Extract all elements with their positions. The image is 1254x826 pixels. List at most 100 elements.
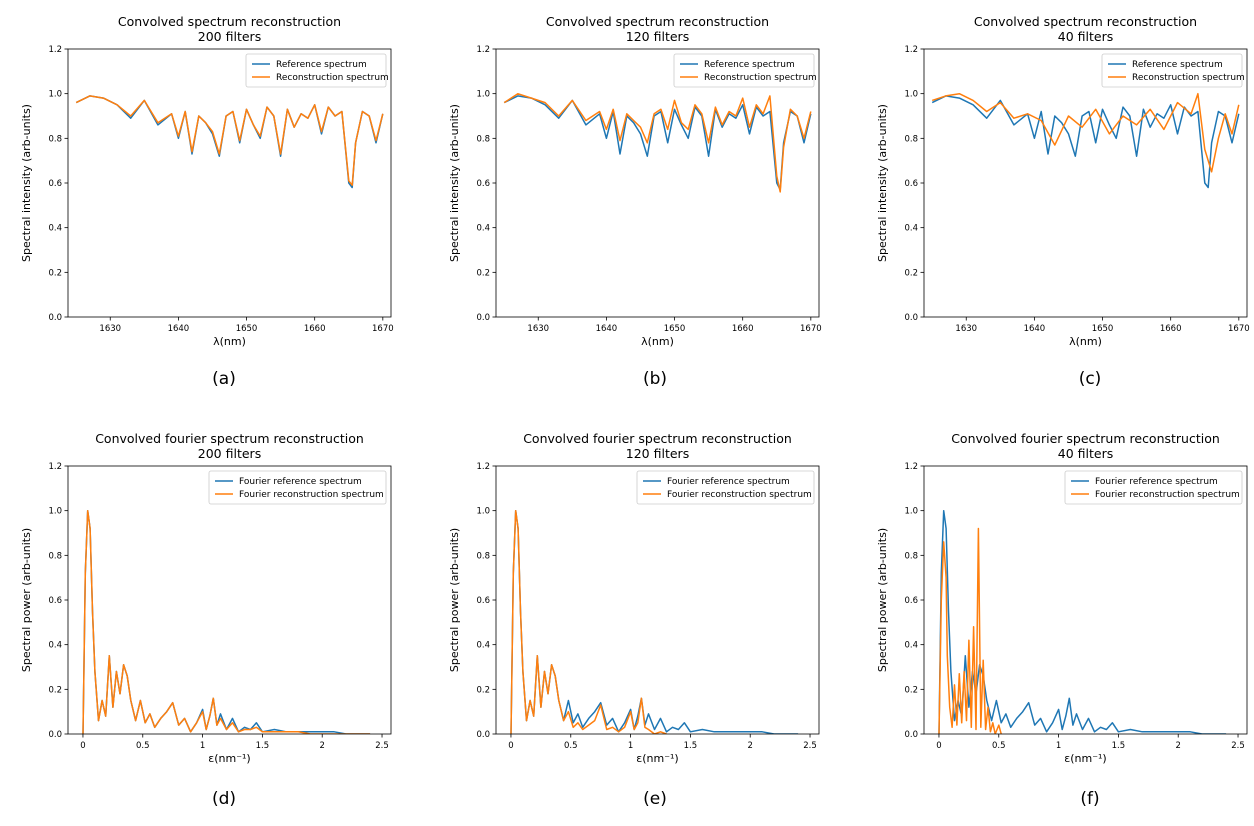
y-tick-label: 0.2 [904, 685, 918, 695]
x-tick-label: 2 [748, 741, 753, 751]
legend: Fourier reference spectrum Fourier recons… [208, 470, 387, 505]
x-tick-label: 1630 [955, 324, 977, 334]
y-tick-label: 0.8 [48, 134, 62, 144]
legend-entry-label: Fourier reconstruction spectrum [1095, 490, 1240, 500]
x-tick-label: 2.5 [375, 741, 389, 751]
x-tick-label: 1.5 [684, 741, 698, 751]
x-axis-label: λ(nm) [1069, 335, 1102, 348]
chart-title: Convolved fourier spectrum reconstructio… [95, 431, 364, 446]
x-tick-label: 2.5 [803, 741, 817, 751]
y-tick-label: 0.4 [476, 641, 490, 651]
panel-caption: (e) [643, 789, 667, 809]
y-tick-label: 1.0 [48, 507, 62, 517]
x-axis-label: ε(nm⁻¹) [208, 752, 250, 765]
plot-frame [495, 465, 820, 735]
y-axis-label: Spectral power (arb-units) [876, 528, 889, 672]
legend-entry-label: Fourier reference spectrum [667, 477, 790, 487]
y-tick-label: 0.0 [48, 730, 62, 740]
legend: Fourier reference spectrum Fourier recons… [636, 470, 815, 505]
series-line-reference [510, 509, 799, 734]
x-tick-label: 0 [80, 741, 85, 751]
y-tick-label: 0.4 [48, 641, 62, 651]
legend-entry-label: Reconstruction spectrum [704, 73, 817, 83]
x-tick-label: 1650 [236, 324, 258, 334]
plot-frame [495, 48, 820, 318]
y-tick-label: 0.6 [48, 596, 62, 606]
legend-entry-label: Reconstruction spectrum [276, 73, 389, 83]
y-tick-label: 1.0 [48, 90, 62, 100]
legend-box [1064, 470, 1243, 505]
series-line-reference [82, 509, 371, 734]
chart-subtitle: 120 filters [626, 29, 689, 44]
x-tick-label: 1.5 [256, 741, 270, 751]
series-line-reference [503, 95, 812, 191]
series-line-reconstruction [510, 509, 667, 734]
chart-title: Convolved spectrum reconstruction [118, 14, 341, 29]
y-tick-label: 0.4 [904, 641, 918, 651]
x-tick-label: 1670 [1228, 324, 1250, 334]
y-tick-label: 1.2 [904, 45, 918, 55]
series-line-reference [931, 95, 1240, 189]
y-axis-label: Spectral power (arb-units) [20, 528, 33, 672]
y-tick-label: 0.0 [48, 313, 62, 323]
y-tick-label: 0.6 [48, 179, 62, 189]
chart-title: Convolved fourier spectrum reconstructio… [951, 431, 1220, 446]
y-tick-label: 0.4 [48, 224, 62, 234]
plot-frame [923, 48, 1248, 318]
y-tick-label: 0.8 [476, 551, 490, 561]
x-tick-label: 2.5 [1231, 741, 1245, 751]
legend-entry-label: Reference spectrum [276, 60, 367, 70]
y-axis-label: Spectral intensity (arb-units) [448, 104, 461, 262]
y-tick-label: 0.2 [48, 685, 62, 695]
x-tick-label: 1650 [1092, 324, 1114, 334]
legend-box [245, 53, 387, 88]
legend: Reference spectrum Reconstruction spectru… [1101, 53, 1245, 88]
y-tick-label: 0.0 [476, 313, 490, 323]
x-tick-label: 2 [320, 741, 325, 751]
x-tick-label: 0.5 [136, 741, 150, 751]
y-tick-label: 0.2 [476, 685, 490, 695]
x-tick-label: 1 [1056, 741, 1061, 751]
y-tick-label: 0.4 [476, 224, 490, 234]
y-tick-label: 0.2 [904, 268, 918, 278]
y-tick-label: 0.2 [48, 268, 62, 278]
x-tick-label: 1640 [596, 324, 618, 334]
plot-frame [67, 465, 392, 735]
x-tick-label: 1630 [527, 324, 549, 334]
chart-panel-4: Convolved fourier spectrum reconstructio… [20, 431, 392, 809]
x-tick-label: 1660 [1160, 324, 1182, 334]
legend-entry-label: Reconstruction spectrum [1132, 73, 1245, 83]
series-line-reconstruction [938, 527, 1002, 734]
y-axis-label: Spectral power (arb-units) [448, 528, 461, 672]
chart-panel-6: Convolved fourier spectrum reconstructio… [876, 431, 1248, 809]
x-tick-label: 0.5 [564, 741, 578, 751]
chart-panel-5: Convolved fourier spectrum reconstructio… [448, 431, 820, 809]
legend: Reference spectrum Reconstruction spectru… [245, 53, 389, 88]
x-tick-label: 0 [508, 741, 513, 751]
y-tick-label: 1.2 [904, 462, 918, 472]
y-tick-label: 0.6 [904, 596, 918, 606]
chart-title: Convolved spectrum reconstruction [974, 14, 1197, 29]
panel-caption: (d) [212, 789, 236, 809]
panel-caption: (f) [1080, 789, 1099, 809]
x-axis-label: ε(nm⁻¹) [636, 752, 678, 765]
panel-caption: (b) [643, 369, 667, 389]
y-tick-label: 0.4 [904, 224, 918, 234]
y-tick-label: 0.0 [476, 730, 490, 740]
x-tick-label: 1 [628, 741, 633, 751]
y-tick-label: 1.2 [48, 462, 62, 472]
y-tick-label: 0.6 [904, 179, 918, 189]
legend: Reference spectrum Reconstruction spectru… [673, 53, 817, 88]
chart-subtitle: 40 filters [1058, 29, 1113, 44]
y-tick-label: 0.6 [476, 596, 490, 606]
y-tick-label: 0.6 [476, 179, 490, 189]
x-tick-label: 1670 [800, 324, 822, 334]
series-line-reconstruction [503, 92, 812, 193]
y-tick-label: 0.0 [904, 313, 918, 323]
legend: Fourier reference spectrum Fourier recons… [1064, 470, 1243, 505]
plot-frame [67, 48, 392, 318]
panel-caption: (c) [1079, 369, 1102, 389]
